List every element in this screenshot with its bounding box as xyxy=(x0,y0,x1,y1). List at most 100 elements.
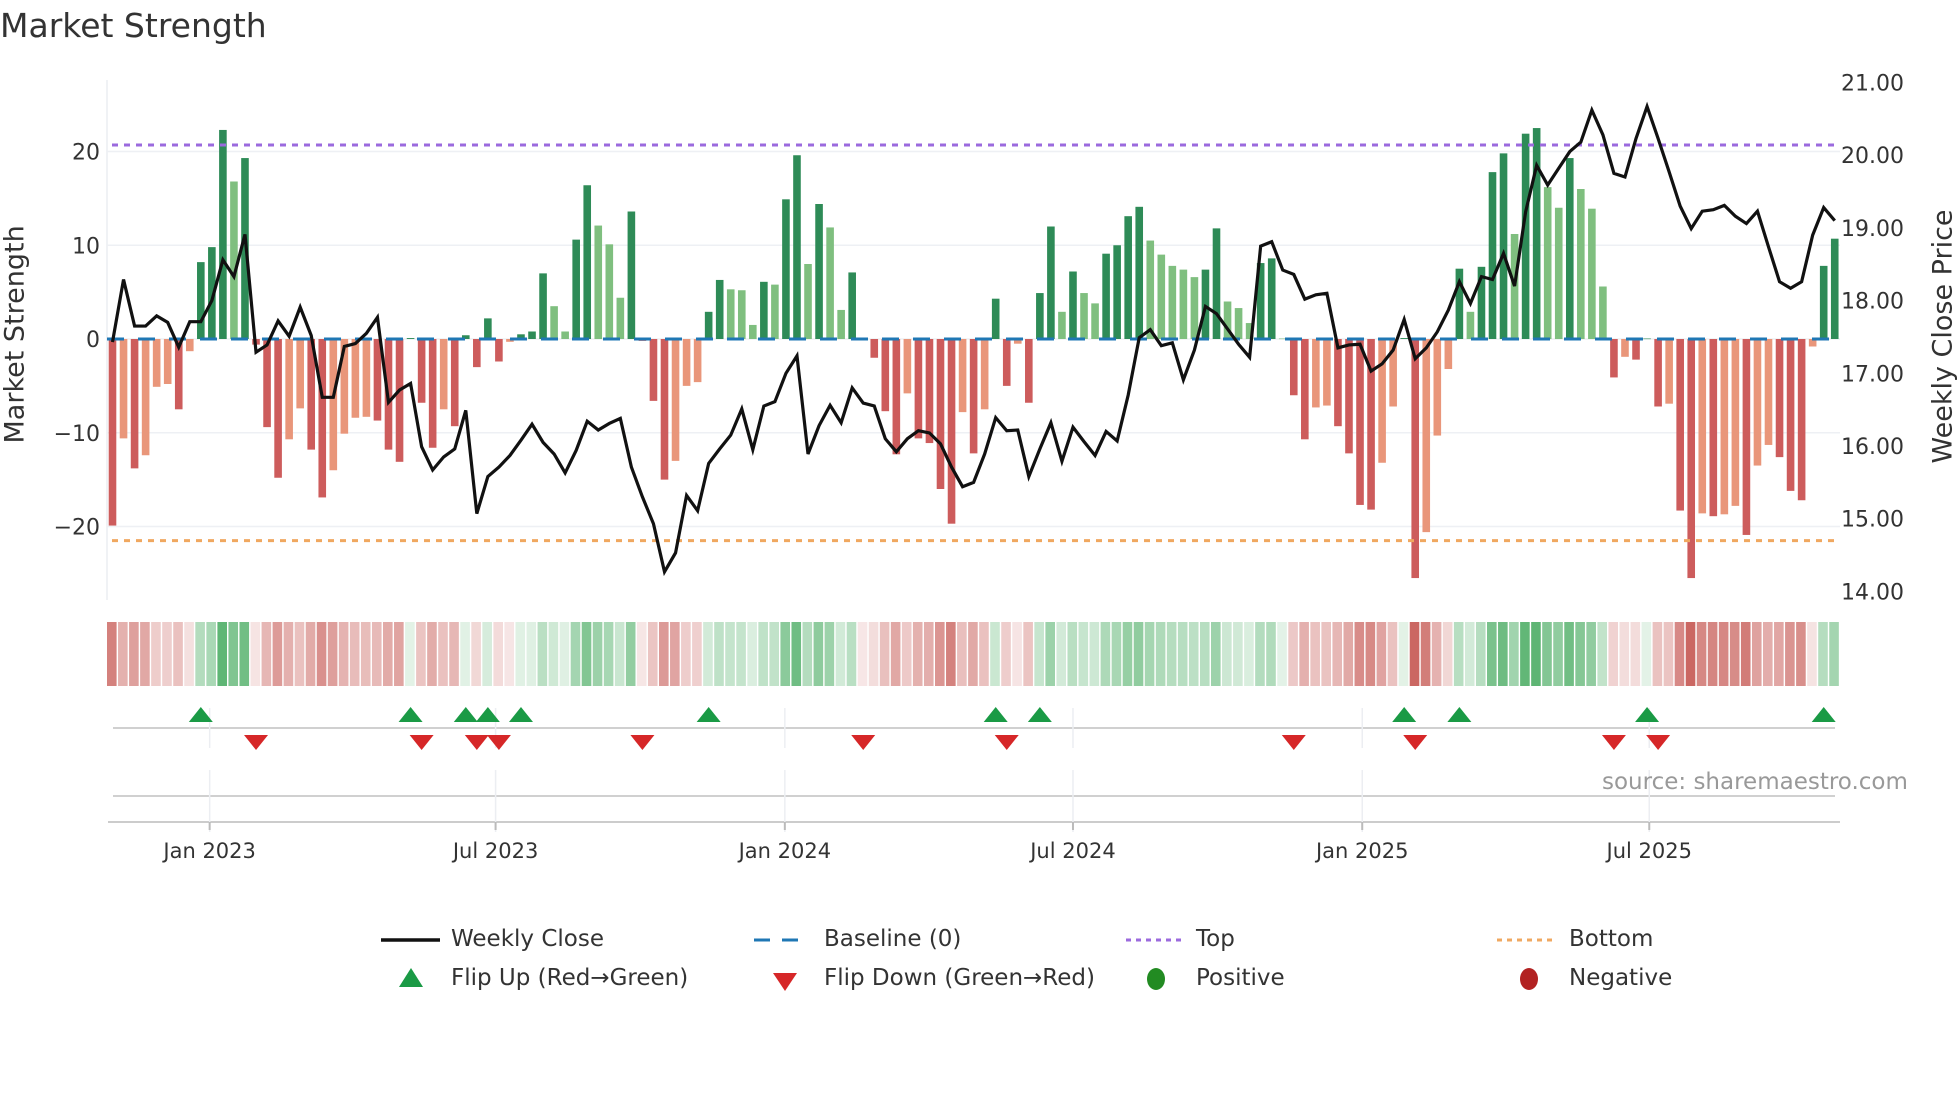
legend-weekly-close: Weekly Close xyxy=(451,926,604,952)
strength-strip-cell xyxy=(1001,622,1011,686)
strength-bar xyxy=(506,339,514,342)
strength-bar xyxy=(450,339,459,427)
x-tick-label: Jul 2024 xyxy=(1028,839,1115,863)
strength-strip-cell xyxy=(438,622,448,686)
strength-strip-cell xyxy=(614,622,625,686)
strength-bar xyxy=(1621,339,1629,357)
strength-strip-cell xyxy=(548,622,559,686)
strength-bar xyxy=(1444,339,1453,369)
strength-bar xyxy=(406,338,415,339)
y2-tick-label: 14.00 xyxy=(1841,580,1904,605)
strength-bar xyxy=(1334,339,1342,427)
strength-strip-cell xyxy=(1199,622,1210,686)
flip-up-marker xyxy=(696,707,721,722)
y-tick-label: 0 xyxy=(86,328,100,353)
strength-bar xyxy=(1764,339,1773,445)
strength-strip-cell xyxy=(1354,622,1365,686)
strength-bar xyxy=(1731,339,1740,506)
strength-strip-cell xyxy=(1630,622,1641,686)
strength-bar xyxy=(1499,153,1508,339)
strength-bar xyxy=(704,311,713,339)
flip-up-marker xyxy=(1811,707,1836,722)
y-tick-label: −10 xyxy=(54,422,100,447)
strength-strip-cell xyxy=(570,622,581,686)
strength-bar xyxy=(914,339,923,439)
strength-bar xyxy=(1190,277,1199,339)
strength-strip-cell xyxy=(228,622,239,686)
legend-baseline: Baseline (0) xyxy=(824,926,962,952)
strength-bar xyxy=(991,298,1000,339)
strength-strip-cell xyxy=(923,622,934,686)
strength-strip-cell xyxy=(1321,622,1331,686)
y2-tick-label: 21.00 xyxy=(1841,72,1904,97)
strength-bar xyxy=(1753,339,1762,466)
strength-bar xyxy=(671,339,680,461)
flip-down-marker xyxy=(1646,735,1671,750)
flip-down-marker xyxy=(630,735,655,750)
strength-bar xyxy=(969,339,978,454)
strength-bar xyxy=(1168,265,1177,339)
strength-strip-cell xyxy=(482,622,492,686)
strength-bar xyxy=(1466,311,1475,339)
strength-strip-cell xyxy=(1100,622,1111,686)
strength-bar xyxy=(1323,339,1331,406)
strength-bar xyxy=(1665,339,1673,404)
flip-up-marker xyxy=(1392,707,1417,722)
strength-strip-cell xyxy=(427,622,437,686)
strength-bar xyxy=(1345,339,1353,454)
strength-strip-cell xyxy=(1431,622,1442,686)
flip-up-marker xyxy=(1027,707,1052,722)
strength-bar xyxy=(130,339,139,469)
strength-bar xyxy=(208,247,216,339)
strength-strip-cell xyxy=(1442,622,1453,686)
strength-bar xyxy=(1610,339,1618,378)
strength-strip-cell xyxy=(305,622,316,686)
strength-bar xyxy=(682,339,691,386)
strength-strip-cell xyxy=(1111,622,1122,686)
strength-strip-cell xyxy=(868,622,879,686)
strength-strip-cell xyxy=(1641,622,1652,686)
strength-strip-cell xyxy=(1188,622,1199,686)
chart-title: Market Strength xyxy=(0,6,267,45)
y2-tick-label: 19.00 xyxy=(1841,217,1904,242)
strength-strip-cell xyxy=(1564,622,1574,686)
strength-bar xyxy=(881,339,890,412)
strength-strip-cell xyxy=(824,622,835,686)
strength-strip-cell xyxy=(1807,622,1817,686)
strength-bar xyxy=(495,339,503,362)
strength-strip-cell xyxy=(1078,622,1089,686)
strength-strip-cell xyxy=(1255,622,1265,686)
strength-bar xyxy=(1698,339,1707,514)
strength-strip-cell xyxy=(316,622,327,686)
strength-bar xyxy=(1135,206,1144,339)
flip-up-marker xyxy=(1447,707,1472,722)
strength-strip-cell xyxy=(791,622,802,686)
strength-strip-cell xyxy=(1608,622,1619,686)
strength-bar xyxy=(1599,286,1607,339)
strength-strip-cell xyxy=(1464,622,1475,686)
flip-down-marker xyxy=(851,735,876,750)
strength-strip-cell xyxy=(416,622,426,686)
strength-bar xyxy=(484,318,492,339)
strength-bar xyxy=(1411,339,1420,579)
strength-bar xyxy=(141,339,150,456)
strength-strip-cell xyxy=(360,622,371,686)
strength-bar xyxy=(1742,339,1751,535)
strength-strip-cell xyxy=(1818,622,1828,686)
strength-strip-cell xyxy=(1729,622,1740,686)
strength-strip-cell xyxy=(195,622,205,686)
strength-strip-cell xyxy=(813,622,824,686)
strength-bar xyxy=(1036,293,1044,339)
strength-bar xyxy=(439,339,448,410)
strength-bar xyxy=(1676,339,1684,511)
strength-strip-cell xyxy=(1332,622,1343,686)
strength-strip-cell xyxy=(1122,622,1133,686)
strength-bar xyxy=(1058,311,1066,339)
strength-bar xyxy=(837,309,845,339)
strength-strip-cell xyxy=(890,622,901,686)
strength-strip-cell xyxy=(1089,622,1100,686)
strength-bar xyxy=(760,281,768,339)
strength-bar xyxy=(1289,339,1298,396)
strength-bar xyxy=(1477,266,1486,339)
